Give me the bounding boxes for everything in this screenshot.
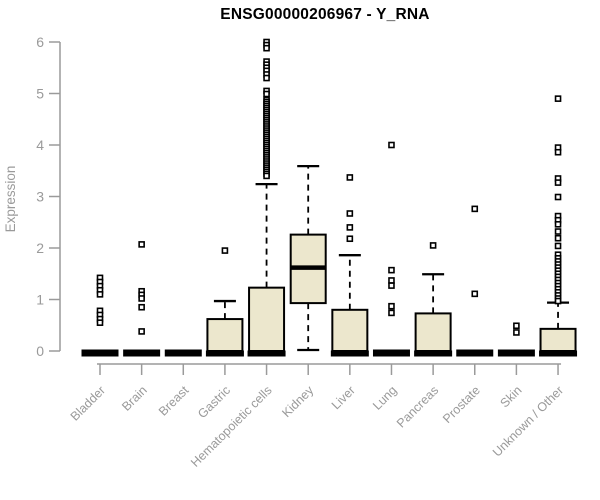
box-group-bladder <box>81 274 119 357</box>
outlier-point <box>388 309 395 317</box>
outlier-point <box>471 290 479 298</box>
y-tick-label: 5 <box>36 86 44 102</box>
outlier-point <box>388 266 395 274</box>
outlier-point <box>138 328 145 335</box>
outlier-point <box>263 74 270 82</box>
x-tick-label-liver: Liver <box>329 383 358 412</box>
x-tick-label-gastric: Gastric <box>195 383 233 421</box>
box-group-unknown-other <box>539 95 578 357</box>
box-rect <box>248 286 286 352</box>
outlier-point <box>138 295 145 302</box>
outlier-point <box>96 319 104 326</box>
chart-title: ENSG00000206967 - Y_RNA <box>220 6 430 23</box>
x-tick-label-brain: Brain <box>119 383 150 414</box>
outlier-point <box>554 221 562 228</box>
x-tick-label-kidney: Kidney <box>279 383 316 420</box>
box-group-hematopoietic-cells <box>247 38 286 357</box>
box-group-skin <box>497 322 535 357</box>
outlier-point <box>554 242 562 250</box>
box-rect <box>414 312 452 352</box>
x-tick-label-unknown-other: Unknown / Other <box>490 383 566 459</box>
outlier-point <box>554 148 562 156</box>
box-group-brain <box>123 241 161 357</box>
outlier-point <box>263 172 270 180</box>
outlier-point <box>471 205 479 213</box>
outlier-point <box>388 302 395 310</box>
outlier-point <box>96 291 104 298</box>
x-tick-label-lung: Lung <box>370 383 400 413</box>
box-group-gastric <box>205 247 244 357</box>
box-rect <box>539 327 577 353</box>
x-tick-label-prostate: Prostate <box>440 383 483 426</box>
x-tick-label-bladder: Bladder <box>68 383 108 423</box>
outlier-point <box>221 247 229 254</box>
outlier-point <box>138 303 145 311</box>
box-group-prostate <box>456 205 494 357</box>
y-tick-label: 6 <box>36 34 44 50</box>
x-tick-label-skin: Skin <box>497 383 524 410</box>
outlier-point <box>554 193 562 201</box>
y-tick-label: 4 <box>36 137 44 153</box>
box-group-kidney <box>289 164 327 352</box>
outlier-point <box>346 224 354 231</box>
box-group-lung <box>372 141 410 357</box>
box-rect <box>331 308 369 352</box>
outlier-point <box>554 297 562 305</box>
outlier-point <box>513 322 520 330</box>
outlier-point <box>554 95 562 102</box>
outlier-point <box>263 90 270 98</box>
x-tick-label-breast: Breast <box>156 383 192 419</box>
outlier-point <box>346 235 354 243</box>
y-tick-label: 2 <box>36 240 44 256</box>
y-tick-label: 1 <box>36 292 44 308</box>
box-group-pancreas <box>414 242 453 357</box>
outlier-point <box>554 228 562 235</box>
outlier-point <box>513 329 520 336</box>
outlier-point <box>554 234 562 242</box>
outlier-point <box>346 210 354 217</box>
outlier-point <box>263 44 270 52</box>
outlier-point <box>554 179 562 186</box>
outlier-point <box>138 241 145 248</box>
outlier-point <box>346 174 354 181</box>
y-tick-label: 3 <box>36 189 44 205</box>
outlier-point <box>429 242 437 249</box>
outlier-point <box>388 277 395 284</box>
box-group-liver <box>330 174 369 357</box>
outlier-point <box>388 141 395 149</box>
x-tick-label-hematopoietic-cells: Hematopoietic cells <box>188 383 275 470</box>
outlier-point <box>388 282 395 289</box>
y-tick-label: 0 <box>36 343 44 359</box>
x-tick-label-pancreas: Pancreas <box>394 383 441 430</box>
box-rect <box>206 318 244 353</box>
